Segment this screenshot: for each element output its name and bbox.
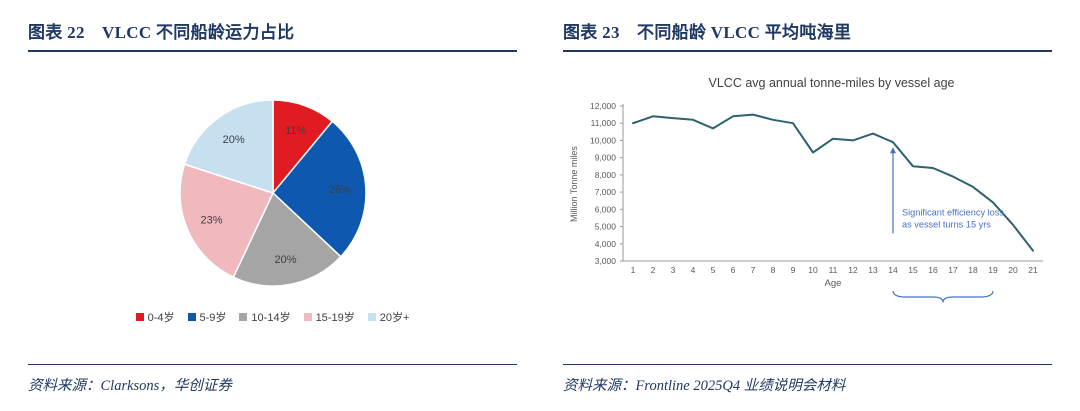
- x-tick-label: 12: [848, 265, 858, 275]
- line-chart-area: VLCC avg annual tonne-miles by vessel ag…: [563, 52, 1052, 364]
- x-tick-label: 11: [828, 265, 837, 275]
- line-chart-title: VLCC avg annual tonne-miles by vessel ag…: [708, 76, 955, 90]
- x-tick-label: 16: [928, 265, 938, 275]
- legend-swatch-2: [239, 313, 248, 321]
- age-range-brace: [891, 290, 994, 303]
- efficiency-loss-annotation: Significant efficiency loss as vessel tur…: [889, 147, 1004, 234]
- tonne-miles-series-line: [631, 113, 1034, 252]
- pie-slice-3: [178, 163, 274, 279]
- legend-item-1: 5-9岁: [187, 309, 227, 325]
- legend-swatch-3: [303, 313, 312, 321]
- x-tick-label: 21: [1028, 265, 1038, 275]
- x-tick-label: 8: [770, 265, 775, 275]
- x-tick-label: 19: [988, 265, 998, 275]
- legend-label-2: 10-14岁: [251, 312, 291, 324]
- x-tick-label: 1: [630, 265, 635, 275]
- vlcc-fleet-age-share-pie: 11% 26% 20% 23% 20%: [178, 99, 367, 287]
- pie-slice-1: [271, 120, 367, 258]
- legend-item-4: 20岁+: [367, 309, 410, 325]
- y-tick-label: 4,000: [594, 239, 616, 249]
- y-tick-label: 10,000: [590, 135, 616, 145]
- y-tick-label: 7,000: [594, 187, 616, 197]
- y-tick-label: 9,000: [594, 153, 616, 163]
- y-tick-label: 3,000: [594, 256, 616, 266]
- legend-item-2: 10-14岁: [239, 309, 291, 325]
- pie-data-label-4: 20%: [222, 134, 244, 146]
- legend-label-4: 20岁+: [379, 312, 410, 324]
- legend-swatch-1: [187, 313, 196, 321]
- pie-data-label-3: 23%: [200, 215, 222, 227]
- pie-data-label-0: 11%: [285, 125, 306, 137]
- legend-item-3: 15-19岁: [303, 309, 355, 325]
- x-tick-label: 20: [1008, 265, 1018, 275]
- figure-23-source: 资料来源：Frontline 2025Q4 业绩说明会材料: [563, 378, 846, 394]
- x-tick-label: 9: [790, 265, 795, 275]
- legend-label-3: 15-19岁: [315, 312, 355, 324]
- y-tick-label: 6,000: [594, 204, 616, 214]
- y-axis: 3,000 4,000 5,000 6,000 7,000 8,000 9,000 10,00…: [590, 101, 623, 266]
- x-tick-label: 10: [808, 265, 818, 275]
- tonne-miles-by-age-line-chart: 3,000 4,000 5,000 6,000 7,000 8,000 9,000 10,00…: [569, 101, 1043, 303]
- x-tick-label: 18: [968, 265, 978, 275]
- pie-legend: 0-4岁 5-9岁 10-14岁 15-19岁 20岁+: [135, 309, 410, 325]
- legend-label-0: 0-4岁: [147, 312, 175, 324]
- legend-label-1: 5-9岁: [199, 312, 227, 324]
- pie-data-label-1: 26%: [328, 184, 350, 196]
- figure-23-footer: 资料来源：Frontline 2025Q4 业绩说明会材料: [563, 364, 1052, 395]
- x-tick-label: 13: [868, 265, 878, 275]
- x-tick-label: 3: [670, 265, 675, 275]
- panel-figure-23: 图表 23 不同船龄 VLCC 平均吨海里 VLCC avg annual to…: [563, 10, 1052, 395]
- figure-23-title: 图表 23 不同船龄 VLCC 平均吨海里: [563, 10, 1052, 52]
- y-axis-title: Million Tonne miles: [569, 146, 579, 222]
- y-tick-label: 5,000: [594, 222, 616, 232]
- annotation-text-line-0: Significant efficiency loss: [902, 207, 1004, 217]
- x-tick-label: 15: [908, 265, 918, 275]
- pie-data-label-2: 20%: [274, 254, 296, 266]
- x-axis-title: Age: [824, 278, 841, 289]
- y-tick-label: 8,000: [594, 170, 616, 180]
- y-tick-label: 12,000: [590, 101, 616, 111]
- x-tick-label: 4: [690, 265, 695, 275]
- y-tick-label: 11,000: [590, 118, 616, 128]
- x-tick-label: 14: [888, 265, 898, 275]
- legend-swatch-4: [367, 313, 376, 321]
- pie-slice-4: [183, 99, 274, 195]
- legend-item-0: 0-4岁: [135, 309, 175, 325]
- x-axis: 1 2 3 4 5 6 7 8 9 10 11 12 13 14 15 16 17 18 19 20 21: [630, 265, 1037, 275]
- x-tick-label: 7: [750, 265, 755, 275]
- x-tick-label: 6: [730, 265, 735, 275]
- figure-22-footer: 资料来源：Clarksons，华创证券: [28, 364, 517, 395]
- x-tick-label: 17: [948, 265, 958, 275]
- legend-swatch-0: [135, 313, 144, 321]
- x-tick-label: 5: [710, 265, 715, 275]
- annotation-text-line-1: as vessel turns 15 yrs: [902, 219, 991, 229]
- figure-22-title: 图表 22 VLCC 不同船龄运力占比: [28, 10, 517, 52]
- figure-22-source: 资料来源：Clarksons，华创证券: [28, 378, 232, 394]
- x-tick-label: 2: [650, 265, 655, 275]
- annotation-arrow-head: [889, 147, 896, 154]
- pie-chart-area: 11% 26% 20% 23% 20% 0-4岁 5-9岁 10-14岁 15-19岁 20岁+: [28, 52, 517, 364]
- pie-slice-2: [231, 191, 342, 287]
- panel-figure-22: 图表 22 VLCC 不同船龄运力占比 11% 26% 20% 23% 20% 0-4岁…: [28, 10, 517, 395]
